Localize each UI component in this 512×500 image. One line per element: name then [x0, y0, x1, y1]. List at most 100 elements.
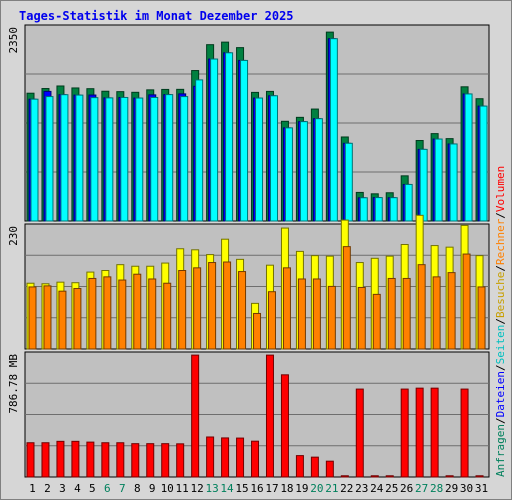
chart-title: Tages-Statistik im Monat Dezember 2025 — [19, 9, 294, 23]
day-label-19: 19 — [295, 482, 308, 495]
bar-visits-rechner-16 — [253, 312, 262, 350]
day-label-7: 7 — [119, 482, 126, 495]
bar-visits-rechner-23 — [357, 286, 366, 350]
day-label-22: 22 — [340, 482, 353, 495]
day-label-2: 2 — [44, 482, 51, 495]
bar-visits-rechner-15 — [238, 271, 247, 350]
bar-volume-volumen-14 — [221, 437, 230, 478]
day-label-1: 1 — [29, 482, 36, 495]
bar-visits-rechner-3 — [58, 290, 67, 350]
bar-volume-volumen-31 — [475, 475, 484, 478]
bar-requests-seiten-30 — [464, 93, 473, 222]
bar-requests-seiten-14 — [225, 52, 234, 222]
bar-volume-volumen-4 — [71, 440, 80, 478]
legend-separator: / — [494, 318, 507, 325]
bar-volume-volumen-28 — [430, 387, 439, 478]
bar-volume-volumen-11 — [176, 443, 185, 478]
day-label-23: 23 — [355, 482, 368, 495]
bar-volume-volumen-27 — [415, 387, 424, 478]
bar-requests-seiten-4 — [75, 94, 84, 222]
bar-requests-seiten-11 — [180, 96, 189, 222]
bar-volume-volumen-20 — [310, 456, 319, 478]
day-label-3: 3 — [59, 482, 66, 495]
bar-volume-volumen-3 — [56, 440, 65, 478]
day-label-16: 16 — [250, 482, 263, 495]
bar-visits-rechner-29 — [447, 272, 456, 350]
bar-volume-volumen-13 — [206, 436, 215, 478]
day-label-17: 17 — [265, 482, 278, 495]
day-label-29: 29 — [445, 482, 458, 495]
legend-item-rechner: Rechner — [494, 218, 507, 265]
y-max-label-volume: 786.78 MB — [7, 354, 20, 414]
bar-requests-seiten-20 — [314, 118, 323, 222]
day-label-20: 20 — [310, 482, 323, 495]
bar-visits-rechner-9 — [148, 278, 157, 350]
bar-visits-rechner-11 — [178, 270, 187, 350]
bar-volume-volumen-21 — [325, 460, 334, 478]
day-label-26: 26 — [400, 482, 413, 495]
bar-visits-rechner-21 — [327, 285, 336, 350]
bar-requests-seiten-10 — [165, 94, 174, 222]
bar-visits-rechner-18 — [282, 267, 291, 350]
bar-requests-seiten-9 — [150, 96, 159, 222]
right-legend: Anfragen/Dateien/Seiten/Besuche/Rechner/… — [494, 166, 507, 477]
legend-item-dateien: Dateien — [494, 371, 507, 417]
bar-requests-seiten-3 — [60, 94, 69, 222]
bar-visits-rechner-5 — [88, 277, 97, 350]
bar-volume-volumen-18 — [280, 374, 289, 478]
bar-volume-volumen-15 — [236, 437, 245, 478]
day-label-24: 24 — [370, 482, 384, 495]
bar-requests-seiten-29 — [449, 143, 458, 222]
bar-visits-rechner-27 — [417, 264, 426, 350]
legend-separator: / — [494, 265, 507, 272]
legend-item-anfragen: Anfragen — [494, 424, 507, 477]
day-label-14: 14 — [220, 482, 234, 495]
bar-volume-volumen-29 — [445, 475, 454, 478]
day-label-5: 5 — [89, 482, 96, 495]
bar-volume-volumen-1 — [26, 442, 35, 478]
day-label-27: 27 — [415, 482, 428, 495]
bar-requests-seiten-27 — [419, 148, 428, 222]
bar-volume-volumen-30 — [460, 388, 469, 478]
bar-requests-seiten-8 — [135, 97, 144, 222]
bar-requests-seiten-19 — [299, 121, 308, 222]
legend-item-seiten: Seiten — [494, 325, 507, 365]
bar-volume-volumen-25 — [385, 475, 394, 478]
y-max-label-requests: 2350 — [7, 27, 20, 54]
day-label-11: 11 — [176, 482, 189, 495]
legend-separator: / — [494, 212, 507, 219]
bar-visits-rechner-26 — [402, 277, 411, 350]
day-label-30: 30 — [460, 482, 473, 495]
day-label-13: 13 — [205, 482, 218, 495]
day-label-25: 25 — [385, 482, 398, 495]
bar-volume-volumen-8 — [131, 443, 140, 478]
day-label-28: 28 — [430, 482, 443, 495]
bar-requests-seiten-5 — [90, 97, 99, 222]
bar-volume-volumen-23 — [355, 388, 364, 478]
day-label-9: 9 — [149, 482, 156, 495]
bar-requests-seiten-17 — [269, 95, 278, 222]
bar-requests-seiten-13 — [210, 58, 219, 222]
bar-visits-rechner-30 — [462, 253, 471, 350]
bar-requests-seiten-7 — [120, 96, 129, 222]
bar-visits-rechner-6 — [103, 276, 112, 350]
legend-item-besuche: Besuche — [494, 272, 507, 318]
bar-visits-rechner-10 — [163, 282, 172, 350]
bar-visits-rechner-7 — [118, 279, 127, 350]
bar-visits-rechner-4 — [73, 288, 82, 350]
y-max-label-visits: 230 — [7, 226, 20, 246]
bar-volume-volumen-22 — [340, 475, 349, 478]
bar-requests-seiten-6 — [105, 97, 114, 222]
bar-visits-rechner-12 — [193, 267, 202, 350]
bar-visits-rechner-25 — [387, 277, 396, 350]
bar-requests-seiten-25 — [389, 197, 398, 222]
day-label-21: 21 — [325, 482, 338, 495]
bar-requests-seiten-28 — [434, 138, 443, 222]
bar-visits-rechner-17 — [267, 291, 276, 350]
bar-visits-rechner-20 — [312, 278, 321, 350]
bar-requests-seiten-18 — [284, 127, 293, 222]
bar-requests-seiten-23 — [359, 197, 368, 222]
bar-volume-volumen-16 — [251, 440, 260, 478]
bar-volume-volumen-5 — [86, 441, 95, 478]
